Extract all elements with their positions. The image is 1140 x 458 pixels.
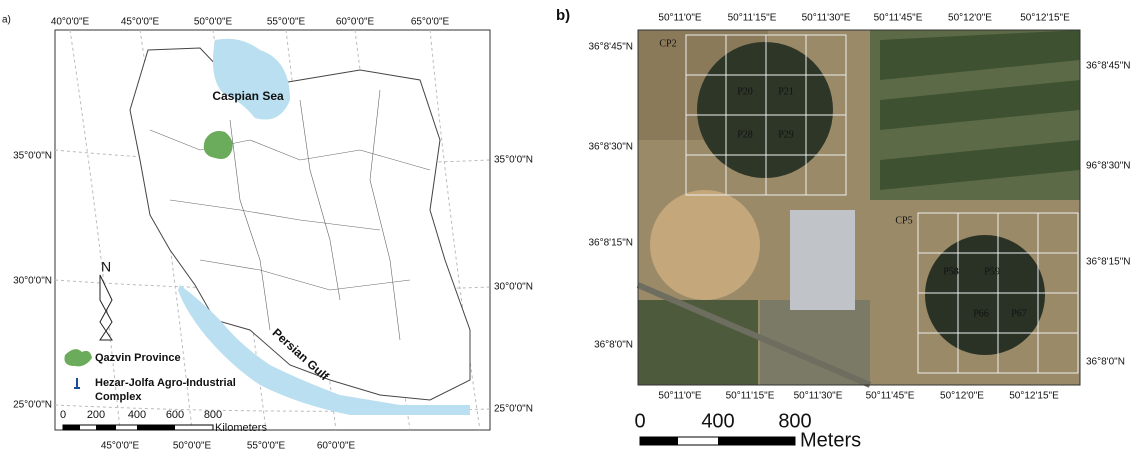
longitude-label: 50°11'0"E: [658, 391, 702, 402]
longitude-label: 45°0'0"E: [101, 441, 140, 452]
longitude-label: 50°12'0"E: [948, 13, 992, 24]
latitude-label: 35°0'0"N: [13, 151, 52, 162]
plot-label: P66: [973, 308, 989, 319]
latitude-label: 36°8'15"N: [589, 238, 634, 249]
scale-label: 800: [204, 409, 222, 421]
latitude-label: 36°8'15"N: [1086, 257, 1131, 268]
longitude-label: 50°12'15"E: [1020, 13, 1070, 24]
panel-label: b): [556, 7, 570, 24]
longitude-label: 50°11'45"E: [866, 391, 915, 402]
scale-label: 0: [634, 410, 645, 432]
scale-label: 200: [87, 409, 105, 421]
scale-bar-b: [640, 437, 795, 445]
longitude-label: 55°0'0"E: [267, 17, 306, 28]
longitude-label: 50°11'0"E: [658, 13, 702, 24]
scale-unit: Kilometers: [215, 422, 267, 434]
longitude-label: 50°11'15"E: [728, 13, 777, 24]
panel-label: a): [2, 15, 11, 26]
longitude-label: 50°11'15"E: [726, 391, 775, 402]
water-label: Caspian Sea: [212, 89, 284, 103]
latitude-label: 36°8'0"N: [1086, 357, 1125, 368]
longitude-label: 45°0'0"E: [121, 17, 160, 28]
scale-unit: Meters: [800, 429, 861, 451]
latitude-label: 25°0'0"N: [13, 400, 52, 411]
longitude-label: 50°12'0"E: [940, 391, 984, 402]
plot-label: P29: [778, 129, 794, 140]
plot-label: P59: [984, 266, 1000, 277]
latitude-label: 25°0'0"N: [494, 404, 533, 415]
north-label: N: [101, 259, 111, 275]
longitude-label: 50°12'15"E: [1009, 391, 1059, 402]
plot-label: P20: [737, 86, 753, 97]
plot-label: P28: [737, 129, 753, 140]
latitude-label: 30°0'0"N: [494, 282, 533, 293]
scale-label: 400: [701, 410, 734, 432]
latitude-label: 36°8'0"N: [594, 340, 633, 351]
longitude-label: 65°0'0"E: [411, 17, 450, 28]
latitude-label: 36°8'30"N: [589, 142, 634, 153]
scale-bar-a: [63, 425, 213, 430]
scale-label: 0: [60, 409, 66, 421]
longitude-label: 50°11'45"E: [874, 13, 923, 24]
plot-label: P21: [778, 86, 794, 97]
longitude-label: 40°0'0"E: [51, 17, 90, 28]
latitude-label: 36°8'45"N: [1086, 61, 1131, 72]
plot-label: CP2: [659, 38, 676, 49]
legend-label: Complex: [95, 391, 142, 403]
latitude-label: 36°8'45"N: [589, 42, 634, 53]
latitude-label: 30°0'0"N: [13, 276, 52, 287]
legend-label: Qazvin Province: [95, 352, 181, 364]
longitude-label: 50°11'30"E: [794, 391, 843, 402]
satellite-image: [638, 30, 1080, 385]
figure: a) 40°0'0"E 45°0'0"E 50°0'0"E 55°0'0"E 60°0'0…: [0, 0, 1140, 453]
scale-label: 600: [166, 409, 184, 421]
latitude-label: 35°0'0"N: [494, 155, 533, 166]
latitude-label: 96°8'30"N: [1086, 161, 1131, 172]
longitude-label: 50°0'0"E: [173, 441, 212, 452]
longitude-label: 50°11'30"E: [802, 13, 851, 24]
plot-label: P58: [943, 266, 959, 277]
longitude-label: 60°0'0"E: [317, 441, 356, 452]
plot-label: P67: [1011, 308, 1027, 319]
longitude-label: 60°0'0"E: [336, 17, 375, 28]
page: { "panel_a": { "label": "a)", "top_longi…: [0, 0, 1140, 453]
legend-label: Hezar-Jolfa Agro-Industrial: [95, 377, 236, 389]
scale-label: 400: [128, 409, 146, 421]
plot-label: CP5: [895, 215, 912, 226]
longitude-label: 55°0'0"E: [247, 441, 286, 452]
longitude-label: 50°0'0"E: [194, 17, 233, 28]
